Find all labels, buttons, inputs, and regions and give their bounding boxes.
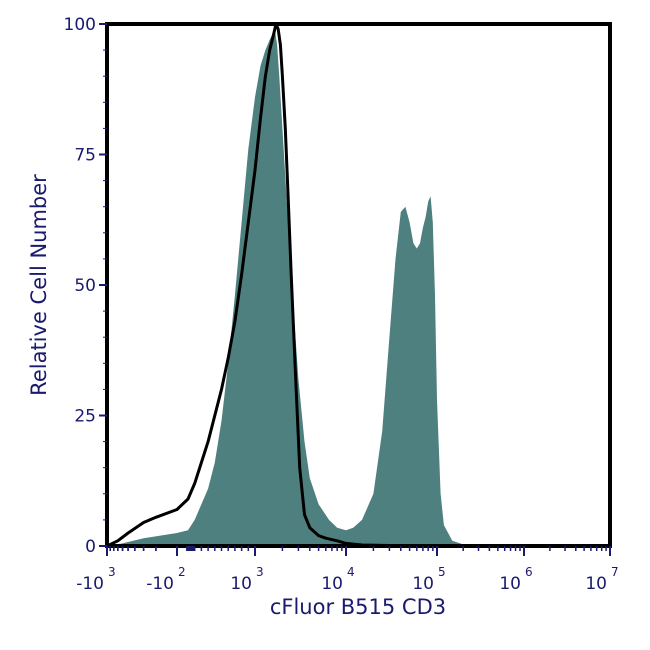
plot-frame: [105, 22, 612, 548]
y-tick-label: 0: [85, 537, 96, 557]
x-tick-exponent: 6: [525, 565, 533, 579]
x-tick-exponent: 3: [108, 565, 116, 579]
histogram-outline-series: [106, 22, 610, 548]
x-tick-label: 10: [321, 574, 343, 594]
series-layer: [106, 22, 610, 548]
x-tick-label: 10: [585, 574, 607, 594]
x-tick-exponent: 5: [438, 565, 446, 579]
x-tick-exponent: 4: [347, 565, 355, 579]
histogram-filled-series: [107, 29, 610, 546]
y-tick-label: 75: [74, 146, 96, 166]
x-axis-title: cFluor B515 CD3: [270, 595, 446, 619]
y-tick-label: 100: [64, 15, 96, 35]
y-axis-title: Relative Cell Number: [27, 174, 51, 396]
x-tick-exponent: 2: [178, 565, 186, 579]
x-tick-label: 10: [412, 574, 434, 594]
x-tick-label: -10: [146, 574, 174, 594]
y-tick-label: 25: [74, 407, 96, 427]
x-tick-exponent: 7: [611, 565, 619, 579]
axis-layer: 0 25 50 75 100 -10 3 -10 2 10 3 10 4 10 5 10 6 10 7: [64, 15, 619, 594]
y-tick-label: 50: [74, 276, 96, 296]
x-tick-exponent: 3: [256, 565, 264, 579]
x-tick-label: 10: [499, 574, 521, 594]
x-tick-label: 10: [230, 574, 252, 594]
x-tick-label: -10: [76, 574, 104, 594]
